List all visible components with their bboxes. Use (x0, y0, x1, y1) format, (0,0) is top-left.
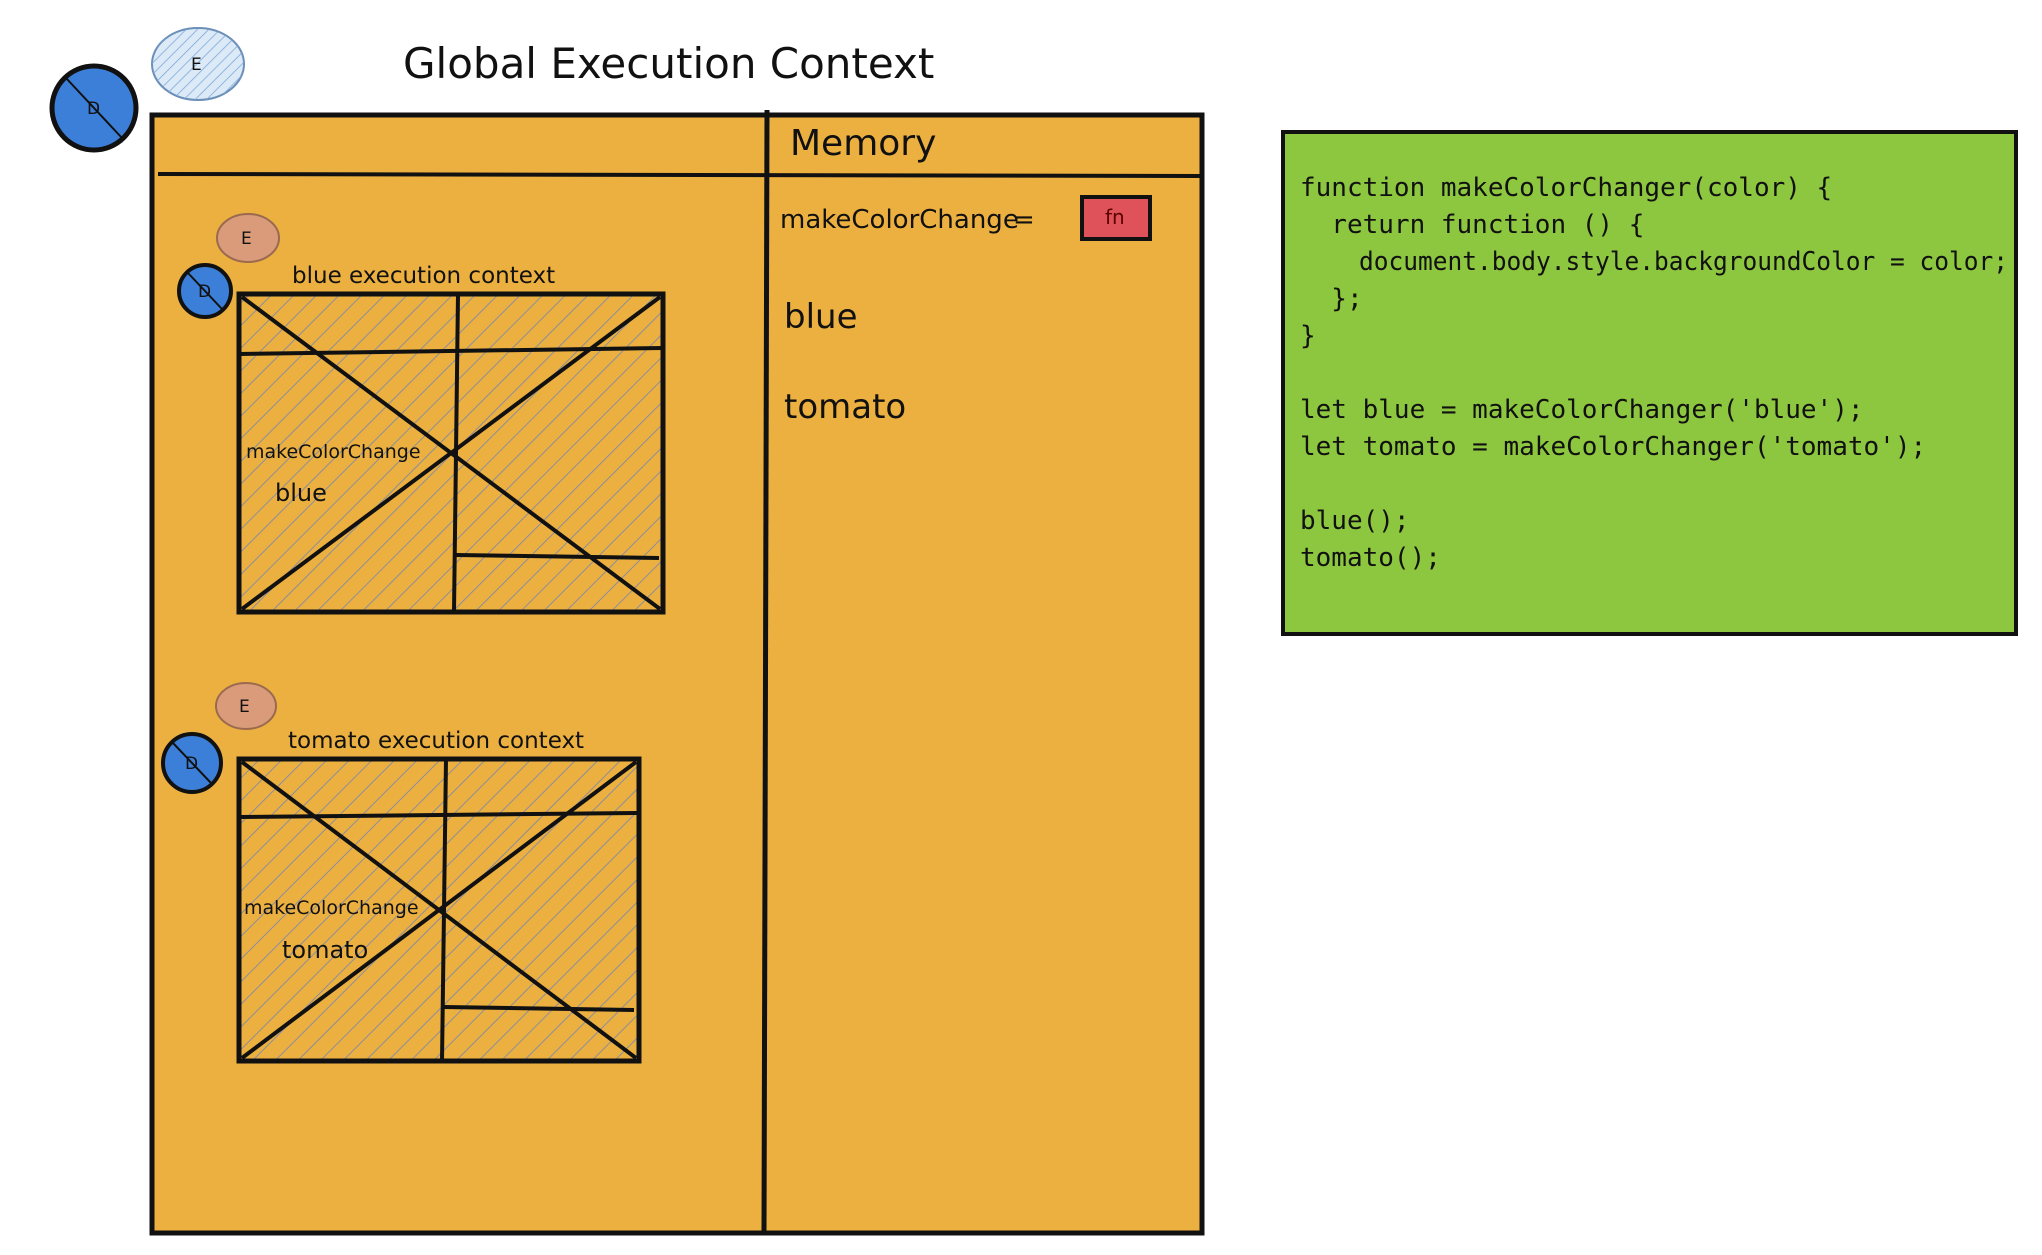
tomato-context-label: makeColorChange (244, 897, 419, 919)
global-e-badge-hatch (152, 28, 244, 100)
global-destroy-badge: D (49, 63, 139, 153)
tomato-context-title: tomato execution context (288, 728, 584, 754)
memory-value-tomato: tomato (784, 387, 906, 427)
blue-context-value: blue (275, 479, 327, 507)
blue-e-badge (216, 213, 280, 263)
code-line-4: }; (1300, 284, 1363, 314)
code-line-1: function makeColorChanger(color) { (1300, 173, 1832, 203)
diagram-title: Global Execution Context (403, 39, 934, 88)
tomato-e-badge (215, 682, 277, 730)
global-e-letter: E (191, 55, 202, 75)
tomato-d-letter: D (185, 754, 198, 774)
memory-entry-label: makeColorChange (780, 205, 1019, 235)
code-line-5: } (1300, 321, 1316, 351)
blue-d-letter: D (198, 282, 211, 302)
code-panel (1281, 130, 2018, 636)
code-line-2: return function () { (1300, 210, 1644, 240)
memory-entry-eq: = (1013, 205, 1035, 235)
blue-execution-context: E D blue execution context makeColorChan… (177, 213, 666, 615)
fn-box (1080, 195, 1152, 241)
blue-context-cross-b (240, 295, 662, 611)
memory-heading: Memory (790, 123, 936, 164)
global-d-strike (65, 77, 123, 139)
code-line-3: document.body.style.backgroundColor = co… (1300, 247, 2008, 277)
tomato-context-col (440, 758, 448, 1062)
blue-context-label: makeColorChange (246, 441, 421, 463)
blue-d-strike (187, 272, 223, 310)
code-lines: function makeColorChanger(color) { retur… (1300, 173, 2008, 573)
global-execution-badge: E (151, 27, 245, 101)
tomato-e-letter: E (239, 697, 250, 717)
frame-header-divider (157, 172, 1201, 178)
code-line-10: blue(); (1300, 506, 1410, 536)
blue-context-title: blue execution context (292, 263, 555, 289)
memory-column-divider (761, 109, 770, 1234)
tomato-context-row (238, 811, 640, 819)
code-line-11: tomato(); (1300, 543, 1441, 573)
blue-context-col (452, 293, 460, 613)
code-line-8: let tomato = makeColorChanger('tomato'); (1300, 432, 1926, 462)
tomato-d-strike (172, 742, 212, 784)
tomato-context-cross-b (240, 760, 638, 1060)
blue-context-sub-row (455, 553, 660, 560)
fn-label: fn (1105, 205, 1125, 229)
global-d-letter: D (87, 99, 100, 119)
tomato-context-sub-row (443, 1005, 635, 1012)
blue-e-letter: E (241, 229, 252, 249)
tomato-execution-context: E D tomato execution context makeColorCh… (161, 682, 642, 1064)
memory-value-blue: blue (784, 297, 858, 337)
code-line-7: let blue = makeColorChanger('blue'); (1300, 395, 1864, 425)
tomato-context-value: tomato (282, 936, 368, 964)
